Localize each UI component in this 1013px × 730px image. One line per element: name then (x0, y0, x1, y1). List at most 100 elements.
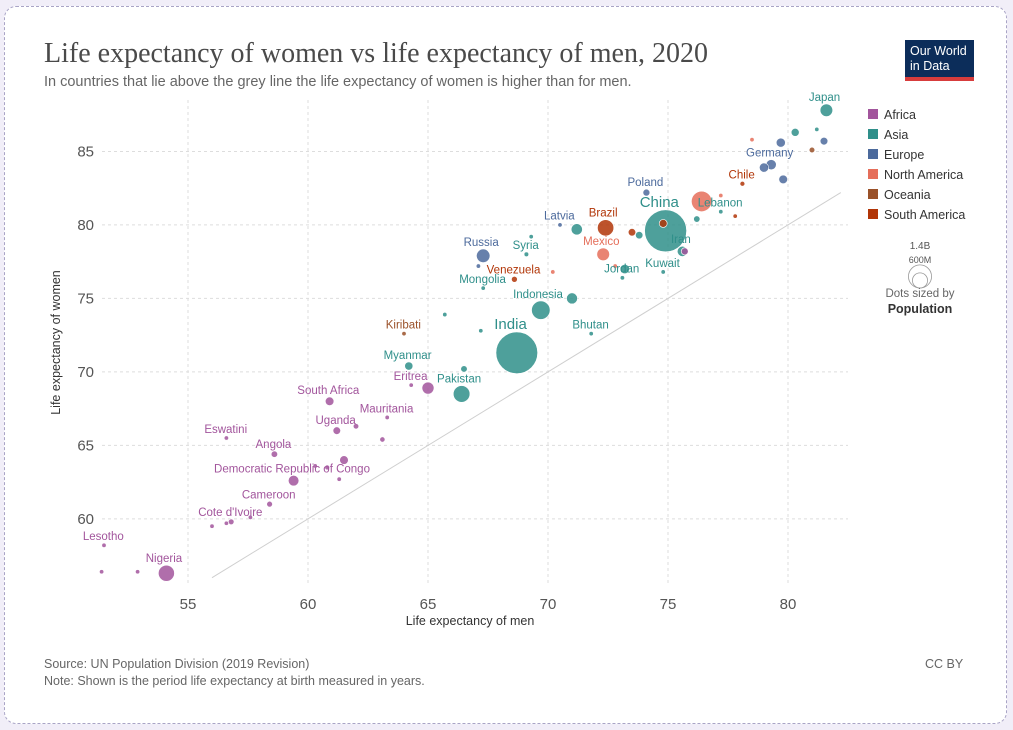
data-point[interactable] (495, 331, 538, 374)
point-label: Mongolia (459, 274, 506, 286)
legend-swatch (868, 209, 878, 219)
data-point[interactable] (819, 137, 829, 146)
point-label: Latvia (544, 211, 575, 223)
data-point[interactable] (612, 263, 618, 269)
data-point[interactable] (619, 264, 630, 275)
data-point[interactable] (691, 190, 713, 212)
point-label: Japan (809, 92, 840, 104)
data-point[interactable] (597, 219, 615, 237)
region-legend: Africa Asia Europe North America Oceania Sout… (868, 108, 965, 222)
point-label: Germany (746, 148, 794, 160)
data-point[interactable] (570, 223, 583, 236)
data-point[interactable] (99, 569, 105, 575)
data-point[interactable] (680, 247, 689, 256)
data-point[interactable] (223, 520, 229, 526)
axis-titles: Life expectancy of men Life expectancy of… (49, 270, 534, 628)
data-point[interactable] (619, 275, 625, 281)
point-label: China (640, 194, 680, 211)
data-point[interactable] (819, 103, 834, 117)
size-legend-label: 1.4B (910, 241, 931, 252)
data-point[interactable] (452, 385, 471, 403)
logo-line-2: in Data (910, 59, 950, 73)
data-point[interactable] (324, 396, 335, 406)
data-point[interactable] (442, 312, 448, 318)
data-point[interactable] (266, 500, 273, 508)
data-point[interactable] (759, 162, 769, 173)
data-point[interactable] (566, 292, 578, 305)
size-legend-title: Dots sized by (885, 288, 954, 300)
data-point[interactable] (324, 464, 330, 471)
data-point[interactable] (384, 414, 390, 420)
legend-label[interactable]: Africa (884, 108, 916, 122)
y-tick-label: 65 (77, 437, 94, 454)
data-point[interactable] (336, 476, 342, 482)
data-point[interactable] (460, 365, 468, 373)
data-point[interactable] (270, 450, 278, 458)
data-point[interactable] (475, 263, 481, 269)
data-point[interactable] (379, 436, 386, 443)
data-point[interactable] (627, 228, 637, 237)
point-label: Iran (671, 234, 691, 246)
data-point[interactable] (523, 251, 530, 257)
owid-logo[interactable]: Our World in Data (905, 40, 974, 81)
data-point[interactable] (596, 247, 610, 261)
data-point[interactable] (228, 518, 235, 525)
gridlines (102, 100, 848, 585)
data-point[interactable] (778, 174, 788, 185)
data-point[interactable] (352, 423, 360, 430)
license-link[interactable]: CC BY (925, 657, 964, 671)
data-point[interactable] (775, 137, 786, 148)
data-point[interactable] (693, 215, 701, 223)
point-label: Chile (729, 169, 755, 181)
data-point[interactable] (808, 146, 816, 154)
data-point[interactable] (223, 435, 229, 441)
data-point[interactable] (332, 426, 341, 435)
data-point[interactable] (739, 181, 746, 187)
data-point[interactable] (790, 128, 800, 137)
size-legend-variable: Population (888, 302, 953, 316)
legend-label[interactable]: Asia (884, 128, 908, 142)
data-point[interactable] (644, 209, 687, 253)
point-label: Mauritania (360, 403, 414, 415)
data-point[interactable] (642, 188, 651, 197)
data-point[interactable] (158, 564, 175, 582)
data-point[interactable] (401, 331, 407, 337)
x-tick-label: 80 (780, 596, 797, 613)
data-point[interactable] (287, 475, 300, 487)
point-label: Brazil (589, 208, 618, 220)
data-point[interactable] (478, 328, 484, 334)
data-point[interactable] (550, 269, 556, 275)
data-point[interactable] (408, 382, 414, 388)
data-point[interactable] (209, 523, 215, 529)
data-point[interactable] (511, 276, 518, 283)
data-point[interactable] (339, 455, 349, 465)
data-point[interactable] (718, 209, 724, 215)
data-point[interactable] (528, 234, 534, 240)
point-label: India (494, 316, 527, 333)
point-label: Cameroon (242, 489, 296, 501)
data-point[interactable] (732, 213, 738, 219)
legend-label[interactable]: North America (884, 168, 963, 182)
data-point[interactable] (476, 248, 491, 263)
point-label: Eritrea (394, 371, 428, 383)
data-point[interactable] (101, 542, 107, 548)
data-point[interactable] (749, 137, 755, 143)
data-point[interactable] (660, 269, 666, 275)
data-point[interactable] (531, 300, 551, 320)
data-point[interactable] (718, 193, 724, 199)
data-point[interactable] (814, 126, 820, 132)
legend-label[interactable]: Europe (884, 148, 924, 162)
data-point[interactable] (135, 569, 141, 575)
data-point[interactable] (480, 285, 486, 291)
data-point[interactable] (247, 514, 253, 520)
data-point[interactable] (312, 463, 318, 469)
data-point[interactable] (421, 381, 435, 395)
point-label: Bhutan (572, 319, 608, 331)
data-point[interactable] (635, 231, 644, 240)
data-point[interactable] (404, 361, 414, 371)
data-point[interactable] (588, 331, 594, 337)
data-point[interactable] (658, 219, 668, 228)
legend-label[interactable]: Oceania (884, 188, 931, 202)
legend-label[interactable]: South America (884, 208, 965, 222)
data-point[interactable] (557, 222, 563, 228)
